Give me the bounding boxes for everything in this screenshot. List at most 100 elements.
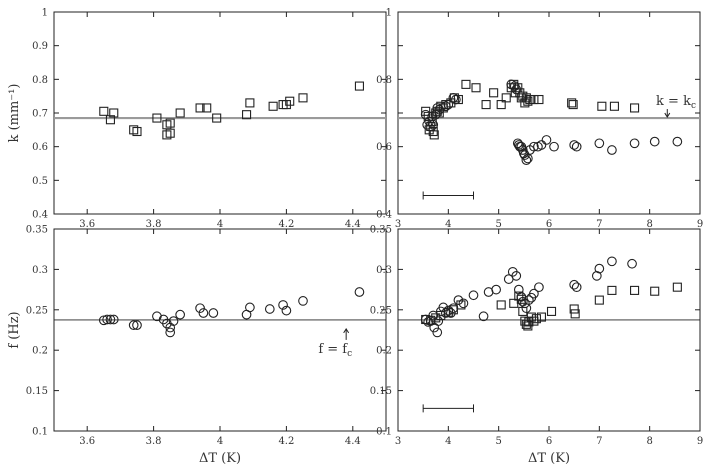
data-point-circle bbox=[594, 263, 605, 274]
data-point-circle bbox=[443, 99, 454, 110]
data-point-circle bbox=[428, 119, 439, 130]
data-point-circle bbox=[529, 288, 539, 299]
data-point-circle bbox=[524, 295, 534, 305]
x-tick-label: 4.2 bbox=[278, 219, 294, 230]
data-point-square bbox=[242, 110, 252, 120]
y-tick-label: 0.2 bbox=[32, 346, 48, 357]
data-point-circle bbox=[571, 141, 582, 152]
data-point-circle bbox=[521, 155, 532, 165]
annotation-main: k = k bbox=[656, 94, 691, 109]
panel-bottom-right: 3 4 5 6 7 8 9 0.1 0.15 0.2 0.25 0.3 0.35 ΔT (K) bbox=[370, 225, 703, 467]
data-point-square bbox=[489, 88, 499, 98]
data-point-square bbox=[515, 88, 525, 98]
data-point-circle bbox=[440, 101, 451, 112]
data-point-square bbox=[129, 125, 139, 135]
data-point-square bbox=[443, 307, 453, 317]
data-point-square bbox=[567, 98, 577, 108]
x-tick-label: 6 bbox=[546, 436, 552, 447]
x-tick-label: 3.8 bbox=[146, 219, 162, 230]
data-point-circle bbox=[448, 92, 459, 103]
data-point-square bbox=[630, 103, 640, 113]
data-point-square bbox=[672, 282, 682, 292]
data-point-circle bbox=[672, 136, 683, 147]
data-point-circle bbox=[541, 135, 552, 145]
data-point-square bbox=[162, 130, 172, 140]
data-point-square bbox=[520, 98, 530, 108]
annotation-subscript: c bbox=[691, 101, 696, 111]
data-point-circle bbox=[629, 138, 640, 149]
y-tick-label: 0.4 bbox=[376, 210, 392, 221]
data-point-square bbox=[501, 93, 511, 103]
x-tick-label: 3.6 bbox=[79, 436, 95, 447]
plot-frame bbox=[53, 228, 387, 432]
x-tick-label: 4.4 bbox=[345, 219, 361, 230]
data-point-square bbox=[570, 309, 580, 319]
data-point-square bbox=[109, 108, 119, 118]
y-tick-label: 0.4 bbox=[32, 210, 48, 221]
data-point-circle bbox=[594, 138, 605, 149]
data-point-square bbox=[523, 96, 533, 106]
x-tick-label: 3.6 bbox=[79, 219, 95, 230]
y-tick-label: 0.35 bbox=[26, 225, 48, 236]
x-tick-label: 8 bbox=[646, 219, 652, 230]
data-point-square bbox=[536, 312, 547, 322]
data-point-square bbox=[448, 305, 458, 315]
data-point-circle bbox=[354, 287, 365, 297]
data-point-circle bbox=[607, 256, 617, 267]
data-point-circle bbox=[195, 303, 205, 314]
data-point-square bbox=[607, 285, 617, 295]
data-point-square bbox=[456, 300, 466, 310]
y-axis-label: f (Hz) bbox=[7, 311, 22, 348]
x-tick-label: 8 bbox=[646, 436, 652, 447]
data-point-circle bbox=[298, 296, 308, 306]
data-point-square bbox=[421, 314, 431, 325]
data-point-square bbox=[471, 83, 481, 93]
data-point-square bbox=[461, 79, 471, 89]
y-tick-label: 0.6 bbox=[32, 142, 48, 153]
data-point-circle bbox=[478, 311, 489, 322]
x-tick-label: 4 bbox=[217, 219, 223, 230]
data-point-circle bbox=[519, 150, 530, 160]
x-tick-label: 4 bbox=[445, 219, 451, 230]
x-tick-label: 6 bbox=[546, 219, 552, 230]
data-point-circle bbox=[208, 308, 219, 318]
x-tick-label: 4.4 bbox=[345, 436, 361, 447]
x-tick-label: 9 bbox=[697, 219, 703, 230]
x-tick-label: 4.2 bbox=[278, 436, 294, 447]
data-point-circle bbox=[569, 279, 580, 290]
data-point-circle bbox=[430, 109, 441, 120]
data-point-circle bbox=[511, 84, 522, 95]
data-point-square bbox=[195, 103, 205, 113]
data-point-circle bbox=[627, 258, 637, 269]
data-point-circle bbox=[511, 271, 522, 281]
data-point-circle bbox=[534, 282, 544, 293]
x-tick-label: 5 bbox=[495, 436, 501, 447]
y-tick-label: 0.25 bbox=[26, 305, 48, 316]
data-point-square bbox=[496, 300, 506, 310]
x-tick-label: 4 bbox=[445, 436, 451, 447]
data-point-circle bbox=[245, 302, 255, 313]
data-point-square bbox=[431, 313, 441, 323]
data-point-square bbox=[202, 103, 212, 113]
x-tick-label: 7 bbox=[596, 436, 602, 447]
y-tick-label: 0.8 bbox=[32, 75, 48, 86]
data-point-square bbox=[421, 106, 431, 116]
x-tick-label: 9 bbox=[697, 436, 703, 447]
data-point-circle bbox=[433, 316, 444, 326]
data-point-circle bbox=[458, 298, 469, 309]
data-point-square bbox=[481, 100, 491, 110]
data-point-square bbox=[99, 106, 109, 116]
data-point-circle bbox=[529, 141, 539, 152]
data-point-circle bbox=[198, 308, 209, 318]
data-point-square bbox=[429, 130, 439, 140]
x-axis-label: ΔT (K) bbox=[528, 451, 570, 466]
data-point-square bbox=[514, 291, 524, 301]
y-tick-label: 0.3 bbox=[32, 265, 48, 276]
y-tick-label: 0.9 bbox=[32, 41, 48, 52]
plot-frame bbox=[397, 228, 701, 432]
data-point-square bbox=[165, 128, 175, 138]
data-point-circle bbox=[108, 314, 119, 325]
data-point-square bbox=[298, 93, 308, 103]
data-point-square bbox=[546, 306, 557, 316]
